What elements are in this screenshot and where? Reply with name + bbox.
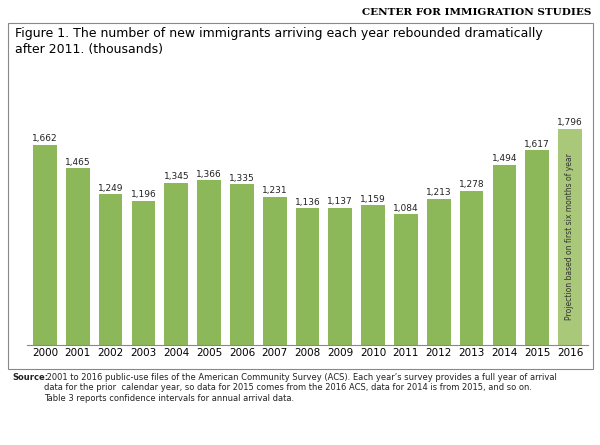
Text: Source:: Source: xyxy=(13,373,49,382)
Text: 1,213: 1,213 xyxy=(426,188,452,197)
Bar xyxy=(99,194,122,345)
Text: Projection based on first six months of year: Projection based on first six months of … xyxy=(565,153,574,320)
Bar xyxy=(361,205,385,345)
Bar xyxy=(164,183,188,345)
Text: 1,796: 1,796 xyxy=(557,118,583,127)
Bar xyxy=(328,208,352,345)
Text: 1,617: 1,617 xyxy=(524,140,550,149)
Text: 1,366: 1,366 xyxy=(196,170,222,179)
Text: 1,335: 1,335 xyxy=(229,174,255,182)
Text: 1,465: 1,465 xyxy=(65,158,91,167)
Text: 1,196: 1,196 xyxy=(131,190,157,199)
Bar xyxy=(493,165,516,345)
Text: 1,345: 1,345 xyxy=(163,172,189,182)
Text: 1,137: 1,137 xyxy=(328,198,353,206)
Bar xyxy=(460,191,484,345)
Bar xyxy=(296,208,319,345)
Bar xyxy=(427,199,451,345)
Text: 1,159: 1,159 xyxy=(360,195,386,204)
Bar xyxy=(526,150,549,345)
Text: 1,494: 1,494 xyxy=(491,154,517,163)
Bar xyxy=(394,214,418,345)
Text: 2001 to 2016 public-use files of the American Community Survey (ACS). Each year’: 2001 to 2016 public-use files of the Ame… xyxy=(44,373,557,403)
Bar xyxy=(66,168,89,345)
Bar xyxy=(558,129,582,345)
Text: 1,249: 1,249 xyxy=(98,184,124,193)
Bar xyxy=(263,197,287,345)
Text: Figure 1. The number of new immigrants arriving each year rebounded dramatically: Figure 1. The number of new immigrants a… xyxy=(15,27,543,56)
Text: 1,231: 1,231 xyxy=(262,186,287,195)
Bar xyxy=(131,201,155,345)
Bar xyxy=(33,145,57,345)
Text: 1,278: 1,278 xyxy=(459,181,484,190)
Text: 1,136: 1,136 xyxy=(295,198,320,206)
Text: CENTER FOR IMMIGRATION STUDIES: CENTER FOR IMMIGRATION STUDIES xyxy=(362,8,591,17)
Bar xyxy=(230,184,254,345)
Text: 1,084: 1,084 xyxy=(393,204,419,213)
Text: 1,662: 1,662 xyxy=(32,134,58,143)
Bar xyxy=(197,180,221,345)
